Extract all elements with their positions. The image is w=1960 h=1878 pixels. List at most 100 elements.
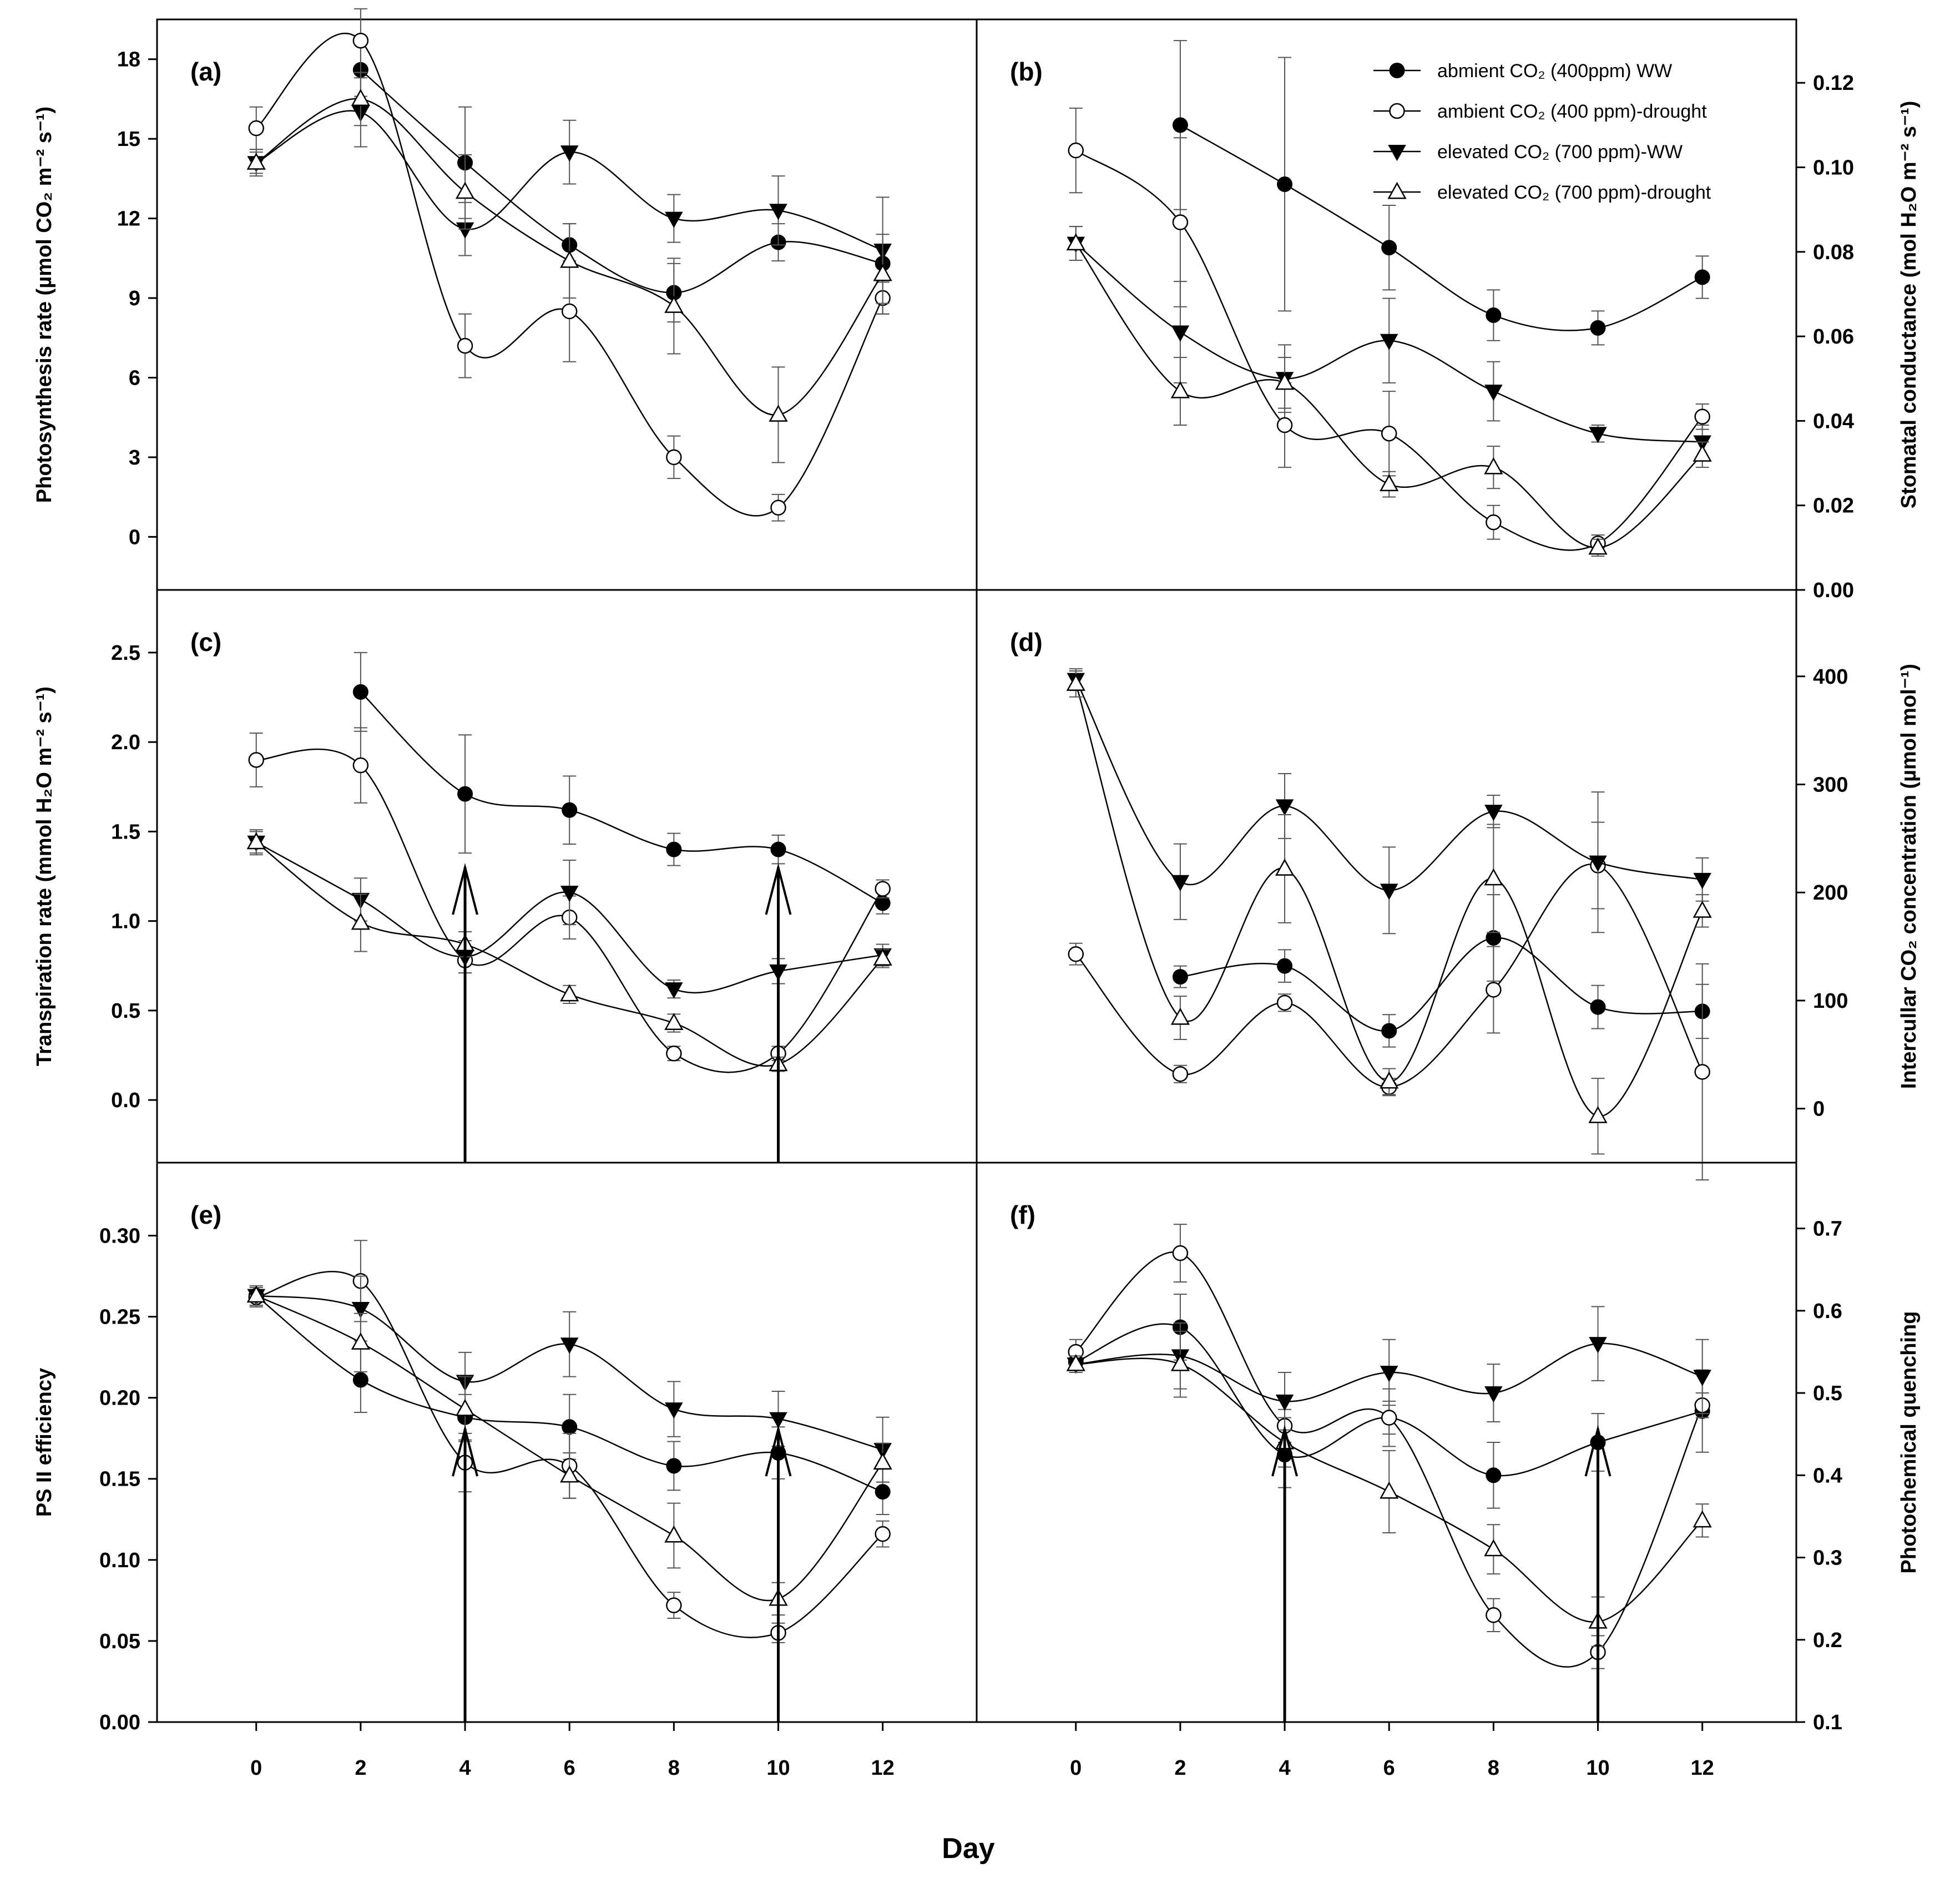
panel-f: (f) 0.1 0.2 0.3 0.4 0.5 0.6 0.7 Photochemical qu… bbox=[976, 1162, 1921, 1780]
panel-b-ytick-label: 0.06 bbox=[1813, 325, 1854, 349]
panel-a-ytick-label: 6 bbox=[129, 366, 140, 390]
data-point bbox=[351, 912, 371, 930]
panel-c-series-1 bbox=[352, 652, 891, 915]
data-point bbox=[664, 1013, 684, 1030]
data-point bbox=[248, 120, 264, 137]
panel-f-xtick-label: 6 bbox=[1383, 1756, 1395, 1780]
panel-b: (b) 0.00 0.02 0.04 0.06 0.08 0.10 0.12 Stomatal … bbox=[976, 18, 1921, 602]
data-point bbox=[1172, 117, 1188, 133]
data-point bbox=[1381, 1410, 1397, 1426]
panel-f-ytick-label: 0.6 bbox=[1813, 1300, 1842, 1323]
data-point bbox=[560, 1337, 579, 1354]
data-point bbox=[1172, 1245, 1189, 1261]
panel-f-arrow-head bbox=[1271, 1425, 1298, 1477]
panel-c-ytick-label: 2.5 bbox=[111, 642, 140, 665]
data-point bbox=[1693, 1510, 1712, 1528]
data-point bbox=[1590, 999, 1606, 1015]
data-point bbox=[1068, 142, 1084, 159]
panel-d-ytick-label: 0 bbox=[1813, 1098, 1825, 1121]
panel-b-series-1 bbox=[1172, 40, 1710, 346]
panel-c-series-3 bbox=[247, 831, 892, 999]
data-point bbox=[1068, 946, 1084, 962]
data-point bbox=[1277, 176, 1293, 192]
data-point bbox=[1380, 1071, 1399, 1089]
data-point bbox=[1694, 269, 1710, 285]
data-point bbox=[1380, 334, 1398, 351]
data-point bbox=[560, 1465, 579, 1483]
panel-c-label: (c) bbox=[190, 628, 221, 657]
data-point bbox=[666, 449, 682, 466]
data-point bbox=[1066, 674, 1085, 691]
data-point bbox=[1486, 982, 1502, 998]
data-point bbox=[246, 152, 266, 170]
panel-a-ylabel: Photosynthesis rate (µmol CO₂ m⁻² s⁻¹) bbox=[33, 107, 56, 503]
data-point bbox=[1171, 875, 1190, 892]
data-point bbox=[1484, 385, 1503, 401]
legend-marker bbox=[1389, 63, 1405, 78]
data-point bbox=[1066, 233, 1085, 251]
panel-e-label: (e) bbox=[190, 1200, 221, 1229]
data-point bbox=[1381, 240, 1397, 256]
panel-d-ylabel: Intercullar CO₂ concentration (µmol mol⁻… bbox=[1897, 664, 1921, 1089]
data-point bbox=[665, 211, 683, 228]
series-line bbox=[360, 69, 883, 294]
data-point bbox=[873, 948, 892, 966]
data-point bbox=[1484, 1386, 1503, 1403]
panel-d-ytick-label: 200 bbox=[1813, 881, 1848, 905]
panel-b-ytick-label: 0.08 bbox=[1813, 241, 1854, 264]
data-point bbox=[1380, 1481, 1399, 1499]
panel-f-ytick-label: 0.4 bbox=[1813, 1464, 1842, 1487]
panel-a-ytick-label: 15 bbox=[117, 128, 140, 151]
panel-f-xtick-label: 10 bbox=[1586, 1756, 1609, 1780]
panel-e-series-2 bbox=[248, 1240, 891, 1643]
data-point bbox=[1275, 1394, 1294, 1411]
panel-e-xtick-label: 2 bbox=[355, 1756, 366, 1780]
data-point bbox=[1693, 872, 1711, 890]
panel-a-ytick-label: 0 bbox=[129, 526, 140, 549]
data-point bbox=[351, 89, 371, 106]
data-point bbox=[665, 982, 683, 999]
panel-e-arrow-head bbox=[765, 1425, 792, 1477]
data-point bbox=[875, 881, 891, 897]
data-point bbox=[666, 1597, 682, 1613]
panel-e-ytick-label: 0.15 bbox=[99, 1468, 140, 1491]
data-point bbox=[1588, 537, 1608, 555]
data-point bbox=[1380, 474, 1399, 492]
panel-f-xtick-label: 12 bbox=[1691, 1756, 1714, 1780]
x-axis-title: Day bbox=[942, 1832, 994, 1865]
data-point bbox=[664, 296, 684, 313]
panel-f-arrow-head bbox=[1584, 1425, 1612, 1477]
data-point bbox=[1486, 514, 1502, 531]
data-point bbox=[769, 1412, 787, 1428]
panel-d-label: (d) bbox=[1010, 628, 1043, 657]
data-point bbox=[248, 752, 264, 768]
data-point bbox=[1276, 994, 1293, 1011]
panel-b-ytick-label: 0.00 bbox=[1813, 579, 1854, 602]
series-line bbox=[1075, 679, 1703, 891]
data-point bbox=[664, 1525, 684, 1543]
panel-e-xtick-label: 6 bbox=[564, 1756, 575, 1780]
data-point bbox=[1276, 417, 1293, 433]
panel-e-xtick-label: 12 bbox=[871, 1756, 895, 1780]
data-point bbox=[769, 204, 787, 220]
legend-marker bbox=[1389, 103, 1405, 119]
data-point bbox=[1170, 381, 1190, 398]
legend-marker bbox=[1387, 181, 1407, 199]
panel-f-label: (f) bbox=[1010, 1200, 1035, 1229]
data-point bbox=[1486, 307, 1502, 324]
panel-b-ylabel: Stomatal conductance (mol H₂O m⁻² s⁻¹) bbox=[1897, 101, 1921, 509]
panel-a-ytick-label: 18 bbox=[117, 48, 140, 72]
panel-f-ytick-label: 0.1 bbox=[1813, 1711, 1842, 1734]
panel-f-xtick-label: 4 bbox=[1279, 1756, 1290, 1780]
panel-e-ytick-label: 0.20 bbox=[99, 1387, 140, 1410]
series-line bbox=[1180, 937, 1703, 1032]
data-point bbox=[455, 181, 475, 199]
panel-f-ylabel: Photochemical quenching bbox=[1897, 1311, 1921, 1574]
data-point bbox=[1486, 1607, 1502, 1623]
data-point bbox=[1589, 1337, 1607, 1354]
data-point bbox=[1694, 408, 1710, 425]
data-point bbox=[1380, 1366, 1398, 1382]
data-point bbox=[1693, 900, 1712, 918]
panel-b-ytick-label: 0.04 bbox=[1813, 410, 1854, 433]
data-point bbox=[1590, 320, 1606, 336]
